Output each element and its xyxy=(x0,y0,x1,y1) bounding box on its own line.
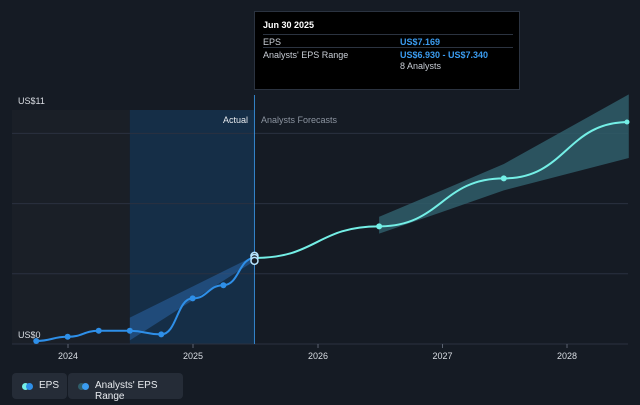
chart-labels: US$11 US$0 Actual Analysts Forecasts xyxy=(18,96,338,340)
eps-legend-icon-secondary xyxy=(26,383,33,390)
eps-actual-point-3 xyxy=(126,327,133,334)
eps-lines xyxy=(36,121,629,342)
y-axis-top-label: US$11 xyxy=(18,96,45,106)
eps-legend-icon xyxy=(22,383,29,390)
eps-forecast-line xyxy=(254,121,629,259)
x-tick-label-4: 2028 xyxy=(557,351,577,361)
eps-actual-point-4 xyxy=(158,331,165,338)
eps-actual-point-6 xyxy=(220,282,227,289)
eps-points xyxy=(33,119,630,344)
tooltip-analysts-count: 8 Analysts xyxy=(400,61,442,71)
eps-forecast-point-0 xyxy=(376,223,383,230)
legend-eps[interactable]: EPS xyxy=(12,373,67,399)
y-axis-bottom-label: US$0 xyxy=(18,330,41,340)
eps-forecast-point-1 xyxy=(500,175,507,182)
range-legend-icon-secondary xyxy=(82,383,89,390)
tooltip-range-row: Analysts' EPS Range US$6.930 - US$7.340 xyxy=(263,47,513,61)
eps-actual-point-2 xyxy=(95,327,102,334)
tooltip-range-label: Analysts' EPS Range xyxy=(263,50,349,60)
tooltip-date: Jun 30 2025 xyxy=(263,20,315,30)
x-tick-label-0: 2024 xyxy=(58,351,78,361)
x-tick-label-2: 2026 xyxy=(308,351,328,361)
gridlines xyxy=(12,95,628,345)
eps-actual-point-5 xyxy=(189,295,196,302)
eps-tooltip: Jun 30 2025 EPS US$7.169 Analysts' EPS R… xyxy=(254,11,520,90)
tooltip-eps-row: EPS US$7.169 xyxy=(263,34,513,48)
forecast-range-band xyxy=(379,94,629,234)
eps-actual-line xyxy=(36,256,255,342)
eps-actual-point-1 xyxy=(64,333,71,340)
past-period-shade xyxy=(12,110,130,344)
actual-region-band xyxy=(129,110,255,344)
tooltip-range-value: US$6.930 - US$7.340 xyxy=(400,50,489,60)
legend-eps-label: EPS xyxy=(39,380,60,391)
x-tick-label-1: 2025 xyxy=(183,351,203,361)
eps-forecast-end-point xyxy=(624,119,630,125)
tooltip-eps-label: EPS xyxy=(263,37,282,47)
forecast-region-label: Analysts Forecasts xyxy=(261,115,338,125)
highlight-point-2 xyxy=(250,256,259,266)
legend-range-label: Analysts' EPS Range xyxy=(95,380,158,402)
range-legend-icon xyxy=(78,383,85,390)
x-tick-label-3: 2027 xyxy=(432,351,452,361)
eps-actual-point-0 xyxy=(33,338,40,344)
x-axis-ticks: 2024 2025 2026 2027 2028 xyxy=(58,344,577,361)
actual-region-label: Actual xyxy=(223,115,248,125)
legend-analysts-range[interactable]: Analysts' EPS Range xyxy=(68,373,183,402)
tooltip-eps-value: US$7.169 xyxy=(400,37,441,47)
